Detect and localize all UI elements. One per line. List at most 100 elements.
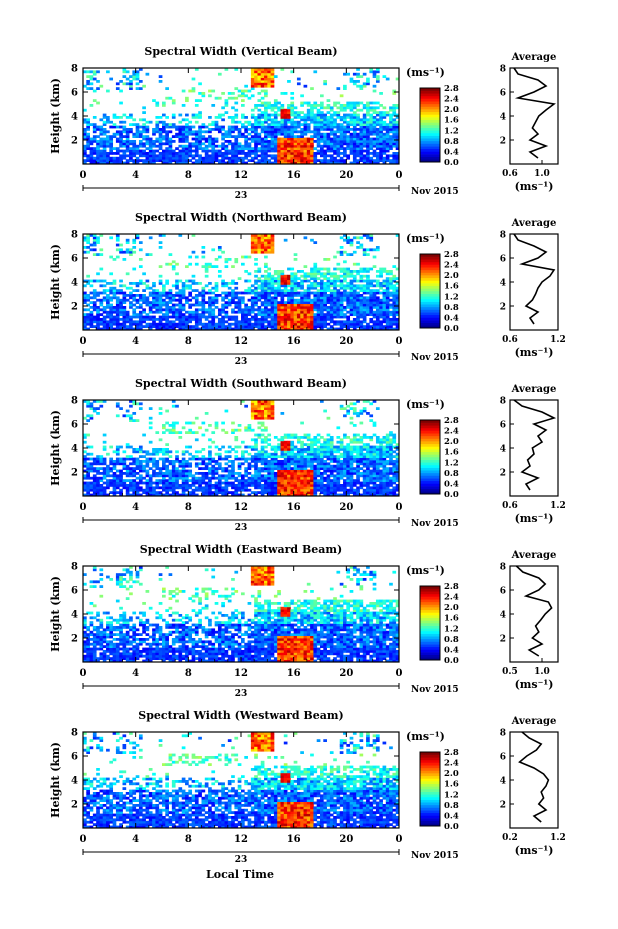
y-tick-label: 4	[71, 610, 78, 621]
x-tick-label: 0	[80, 170, 87, 181]
date-label: Nov 2015	[411, 187, 459, 197]
colorbar-tick-label: 2.0	[444, 105, 459, 115]
y-tick-label: 8	[71, 728, 78, 739]
colorbar-tick-label: 1.2	[444, 790, 459, 800]
x-tick-label: 12	[234, 170, 248, 181]
beam-panel: Spectral Width (Vertical Beam) Height (km…	[49, 45, 559, 201]
x-tick-label: 12	[234, 834, 248, 845]
x-tick-label: 8	[185, 502, 192, 513]
x-tick-label: 12	[234, 502, 248, 513]
heatmap-image	[83, 732, 399, 828]
x-tick-label: 20	[339, 336, 353, 347]
colorbar-tick-label: 0.4	[444, 147, 459, 157]
panel-title: Spectral Width (Southward Beam)	[135, 377, 347, 390]
day-label: 23	[235, 357, 248, 367]
x-tick-label: 4	[132, 502, 139, 513]
average-title: Average	[511, 218, 557, 229]
colorbar-tick-label: 2.8	[444, 416, 459, 426]
avg-x-tick-label: 0.2	[502, 833, 518, 843]
colorbar-unit: (ms⁻¹)	[406, 398, 445, 411]
x-tick-label: 16	[287, 170, 301, 181]
x-tick-label: 4	[132, 170, 139, 181]
x-tick-label: 0	[396, 502, 403, 513]
date-label: Nov 2015	[411, 851, 459, 861]
y-tick-label: 8	[71, 64, 78, 75]
colorbar-tick-label: 0.4	[444, 479, 459, 489]
colorbar-unit: (ms⁻¹)	[406, 564, 445, 577]
date-label: Nov 2015	[411, 519, 459, 529]
avg-x-tick-label: 1.2	[550, 833, 566, 843]
x-tick-label: 20	[339, 502, 353, 513]
avg-x-tick-label: 1.2	[550, 335, 566, 345]
avg-x-tick-label: 1.0	[534, 667, 550, 677]
x-tick-label: 4	[132, 834, 139, 845]
x-tick-label: 8	[185, 170, 192, 181]
colorbar-tick-label: 0.8	[444, 469, 459, 479]
y-tick-label: 6	[71, 254, 78, 265]
average-profile-line	[513, 399, 557, 491]
y-axis-label: Height (km)	[49, 576, 62, 652]
colorbar-tick-label: 0.0	[444, 656, 459, 666]
x-tick-label: 8	[185, 668, 192, 679]
average-profile-line	[513, 233, 556, 325]
colorbar-tick-label: 1.6	[444, 780, 459, 790]
average-frame	[509, 67, 559, 165]
x-tick-label: 12	[234, 336, 248, 347]
colorbar-tick-label: 2.0	[444, 603, 459, 613]
x-tick-label: 4	[132, 336, 139, 347]
y-tick-label: 2	[71, 136, 78, 147]
panel-title: Spectral Width (Vertical Beam)	[144, 45, 337, 58]
panel-title: Spectral Width (Eastward Beam)	[140, 543, 342, 556]
avg-y-tick-label: 4	[500, 113, 506, 123]
avg-y-tick-label: 2	[500, 303, 506, 313]
colorbar-unit: (ms⁻¹)	[406, 232, 445, 245]
average-frame	[509, 731, 559, 829]
average-title: Average	[511, 384, 557, 395]
colorbar-tick-label: 2.8	[444, 582, 459, 592]
y-tick-label: 4	[71, 112, 78, 123]
x-tick-label: 0	[80, 502, 87, 513]
average-xlabel: (ms⁻¹)	[515, 346, 554, 359]
colorbar-tick-label: 0.8	[444, 635, 459, 645]
avg-y-tick-label: 2	[500, 635, 506, 645]
y-tick-label: 8	[71, 396, 78, 407]
avg-x-tick-label: 0.6	[502, 501, 518, 511]
x-tick-label: 16	[287, 834, 301, 845]
date-label: Nov 2015	[411, 353, 459, 363]
colorbar-tick-label: 1.2	[444, 624, 459, 634]
colorbar-tick-label: 0.8	[444, 137, 459, 147]
x-tick-label: 0	[396, 336, 403, 347]
colorbar-tick-label: 2.0	[444, 769, 459, 779]
y-tick-label: 2	[71, 468, 78, 479]
colorbar-tick-label: 1.6	[444, 448, 459, 458]
day-label: 23	[235, 689, 248, 699]
y-axis-label: Height (km)	[49, 244, 62, 320]
avg-y-tick-label: 8	[500, 231, 506, 241]
x-tick-label: 8	[185, 336, 192, 347]
y-tick-label: 6	[71, 752, 78, 763]
heatmap-image	[83, 400, 399, 496]
colorbar-tick-label: 2.4	[444, 593, 459, 603]
colorbar-tick-label: 1.6	[444, 614, 459, 624]
x-tick-label: 20	[339, 834, 353, 845]
avg-y-tick-label: 4	[500, 279, 506, 289]
y-tick-label: 6	[71, 88, 78, 99]
average-xlabel: (ms⁻¹)	[515, 512, 554, 525]
y-tick-label: 8	[71, 230, 78, 241]
average-title: Average	[511, 550, 557, 561]
colorbar	[419, 585, 441, 661]
x-tick-label: 0	[80, 336, 87, 347]
average-xlabel: (ms⁻¹)	[515, 844, 554, 857]
heatmap-image	[83, 68, 399, 164]
beam-panel: Spectral Width (Southward Beam) Height (k…	[49, 377, 566, 533]
beam-panel: Spectral Width (Northward Beam) Height (k…	[49, 211, 566, 367]
colorbar-tick-label: 0.0	[444, 158, 459, 168]
y-tick-label: 6	[71, 586, 78, 597]
beam-panel: Spectral Width (Eastward Beam) Height (km…	[49, 543, 559, 699]
avg-y-tick-label: 2	[500, 469, 506, 479]
x-tick-label: 20	[339, 668, 353, 679]
average-frame	[509, 399, 559, 497]
y-axis-label: Height (km)	[49, 410, 62, 486]
colorbar	[419, 87, 441, 163]
beam-panel: Spectral Width (Westward Beam) Height (km…	[49, 709, 566, 865]
